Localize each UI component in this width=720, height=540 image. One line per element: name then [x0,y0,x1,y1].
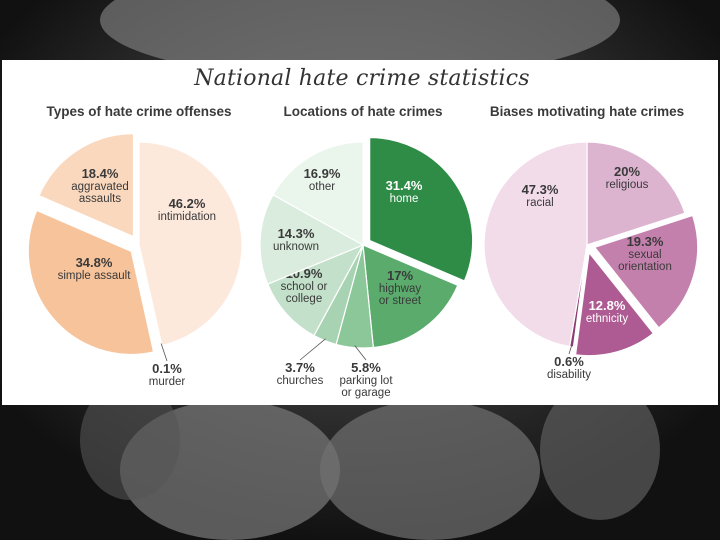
biases-chart-title: Biases motivating hate crimes [489,104,685,119]
slice-category-label: aggravated [71,181,129,193]
pie-slice [266,243,365,337]
pie-slice [38,133,135,238]
slice-category-label: or street [379,295,422,307]
slice-percent-label: 0.1% [152,361,182,376]
slice-percent-label: 5.8% [351,360,381,375]
slice-category-label: assaults [79,193,121,205]
slice-percent-label: 47.3% [522,182,559,197]
slice-percent-label: 16.9% [304,166,341,181]
slice-percent-label: 18.4% [82,166,119,181]
slice-category-label: murder [149,376,186,388]
slice-category-label: parking lot [339,375,393,387]
leader-line [568,344,573,355]
slice-category-label: sexual [628,249,661,261]
slice-percent-label: 3.7% [285,360,315,375]
infographic-title: National hate crime statistics [194,66,530,91]
slice-percent-label: 20% [614,164,640,179]
slice-category-label: disability [547,369,591,381]
slice-category-label: college [286,293,322,305]
slice-category-label: orientation [618,261,672,273]
pie-charts: 46.2%intimidation 0.1%murder 34.8%simple a… [27,133,699,399]
slice-percent-label: 0.6% [554,354,584,369]
pie-slice [27,209,155,355]
leader-line [354,345,367,361]
pie-slice [574,251,655,357]
leader-line [299,338,326,361]
slice-category-label: intimidation [158,211,216,223]
pie-slice [259,193,365,285]
slice-category-label: unknown [273,241,319,253]
leader-line [160,343,168,362]
slice-percent-label: 31.4% [386,178,423,193]
pie-slice [586,141,686,246]
pie-slice [483,141,588,348]
locations-chart-title: Locations of hate crimes [283,104,443,119]
slice-category-label: home [390,193,419,205]
slice-percent-label: 17% [387,268,413,283]
slice-category-label: or garage [341,387,390,399]
pie-chart-1: 46.2%intimidation 0.1%murder 34.8%simple a… [27,133,243,388]
slice-category-label: racial [526,197,553,209]
slice-percent-label: 12.8% [589,298,626,313]
slice-percent-label: 19.3% [627,234,664,249]
pie-slice [272,141,364,247]
infographic-panel: National hate crime statistics Types of … [2,60,718,405]
slice-category-label: religious [606,179,649,191]
slice-percent-label: 46.2% [169,196,206,211]
pie-slice [138,141,243,347]
slice-category-label: simple assault [58,270,132,282]
offenses-chart-title: Types of hate crime offenses [46,104,232,119]
slice-category-label: highway [379,283,421,295]
pie-slice [593,214,699,329]
pie-slice [362,244,459,349]
slice-percent-label: 14.3% [278,226,315,241]
slice-category-label: other [309,181,335,193]
slice-percent-label: 34.8% [76,255,113,270]
slice-category-label: school or [281,281,328,293]
pie-slice [369,136,474,282]
slice-category-label: ethnicity [586,313,628,325]
slice-category-label: churches [277,375,324,387]
